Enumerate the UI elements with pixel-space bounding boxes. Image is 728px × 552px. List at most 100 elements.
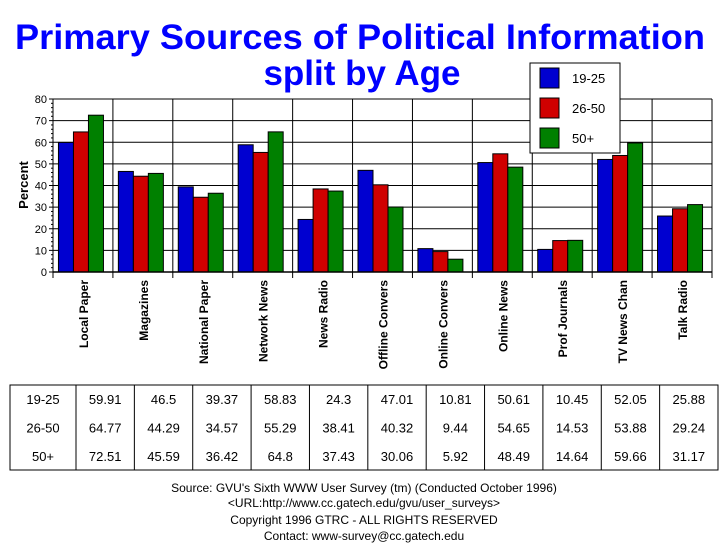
x-tick-label: Magazines bbox=[137, 280, 151, 341]
x-tick-label: TV News Chan bbox=[616, 280, 630, 363]
x-tick-label: Talk Radio bbox=[676, 280, 690, 340]
table-cell: 14.64 bbox=[556, 449, 589, 464]
table-cell: 9.44 bbox=[443, 421, 468, 436]
axes: 0 10 20 30 40 50 60 70 80 bbox=[35, 94, 712, 279]
y-tick-label: 30 bbox=[35, 202, 47, 214]
y-tick-label: 20 bbox=[35, 224, 47, 236]
table-cell: 38.41 bbox=[322, 421, 355, 436]
table-cell: 64.8 bbox=[268, 449, 293, 464]
table-row-header: 26-50 bbox=[26, 421, 59, 436]
table-cell: 44.29 bbox=[147, 421, 180, 436]
x-tick-label: News Radio bbox=[317, 280, 331, 348]
bar-26-50-tv-news-chan bbox=[612, 154, 629, 273]
table-cell: 29.24 bbox=[673, 421, 706, 436]
bar-26-50-talk-radio bbox=[672, 208, 689, 273]
table-cell: 40.32 bbox=[381, 421, 414, 436]
bar-19-25-network-news bbox=[237, 144, 254, 273]
bar-50+-magazines bbox=[147, 172, 164, 273]
y-tick-label: 0 bbox=[41, 267, 47, 279]
y-axis-label: Percent bbox=[16, 160, 31, 208]
footer-contact[interactable]: Contact: www-survey@cc.gatech.edu bbox=[264, 529, 464, 543]
bar-19-25-online-news bbox=[477, 162, 494, 273]
table-cell: 31.17 bbox=[673, 449, 706, 464]
table-cell: 14.53 bbox=[556, 421, 589, 436]
table-cell: 59.66 bbox=[614, 449, 647, 464]
y-tick-label: 80 bbox=[35, 94, 47, 106]
y-tick-label: 10 bbox=[35, 245, 47, 257]
bar-26-50-offline-convers bbox=[372, 184, 389, 273]
bar-19-25-national-paper bbox=[177, 186, 194, 273]
table-cell: 64.77 bbox=[89, 421, 122, 436]
bar-50+-prof-journals bbox=[567, 239, 584, 273]
bar-26-50-local-paper bbox=[72, 131, 89, 273]
bar-19-25-magazines bbox=[117, 170, 134, 273]
bar-19-25-offline-convers bbox=[357, 169, 374, 273]
x-tick-label: Network News bbox=[257, 280, 271, 362]
bar-50+-news-radio bbox=[327, 190, 344, 273]
x-tick-labels: Local Paper Magazines National Paper Networ… bbox=[77, 280, 690, 370]
chart-title: Primary Sources of Political Information bbox=[15, 18, 705, 57]
footer-copyright: Copyright 1996 GTRC - ALL RIGHTS RESERVE… bbox=[230, 513, 498, 527]
bar-50+-tv-news-chan bbox=[627, 142, 644, 273]
bar-26-50-news-radio bbox=[312, 188, 329, 273]
bar-26-50-online-convers bbox=[432, 251, 449, 273]
x-tick-label: National Paper bbox=[197, 280, 211, 364]
table-row: 19-25 59.91 46.5 39.37 58.83 24.3 47.01 10.81 50… bbox=[26, 392, 705, 407]
bar-50+-talk-radio bbox=[687, 204, 704, 273]
y-tick-label: 70 bbox=[35, 116, 47, 128]
bar-19-25-news-radio bbox=[297, 218, 314, 273]
table-cell: 54.65 bbox=[497, 421, 530, 436]
table-cell: 72.51 bbox=[89, 449, 122, 464]
bar-50+-local-paper bbox=[87, 114, 104, 273]
bar-26-50-network-news bbox=[252, 151, 269, 273]
x-tick-label: Online News bbox=[496, 280, 510, 352]
bar-50+-offline-convers bbox=[387, 206, 404, 273]
legend-label: 50+ bbox=[572, 131, 594, 146]
y-tick-label: 60 bbox=[35, 137, 47, 149]
table-row: 26-50 64.77 44.29 34.57 55.29 38.41 40.32 9.44 5… bbox=[26, 421, 705, 436]
table-cell: 53.88 bbox=[614, 421, 647, 436]
bar-50+-online-convers bbox=[447, 258, 464, 273]
table-cell: 25.88 bbox=[673, 392, 706, 407]
y-tick-label: 40 bbox=[35, 181, 47, 193]
table-row: 50+ 72.51 45.59 36.42 64.8 37.43 30.06 5.92 48.4… bbox=[32, 449, 705, 464]
footer-url[interactable]: <URL:http://www.cc.gatech.edu/gvu/user_s… bbox=[228, 496, 500, 510]
table-cell: 58.83 bbox=[264, 392, 297, 407]
bars bbox=[57, 114, 704, 273]
chart-subtitle: split by Age bbox=[263, 54, 460, 93]
table-cell: 30.06 bbox=[381, 449, 414, 464]
table-cell: 39.37 bbox=[206, 392, 239, 407]
table-cell: 36.42 bbox=[206, 449, 239, 464]
legend-swatch bbox=[539, 67, 560, 89]
table-row-header: 50+ bbox=[32, 449, 54, 464]
legend-swatch bbox=[539, 97, 560, 119]
table-cell: 59.91 bbox=[89, 392, 122, 407]
table-cell: 47.01 bbox=[381, 392, 414, 407]
table-cell: 45.59 bbox=[147, 449, 180, 464]
table-cell: 10.81 bbox=[439, 392, 472, 407]
table-cell: 50.61 bbox=[497, 392, 530, 407]
table-cell: 10.45 bbox=[556, 392, 589, 407]
x-tick-label: Prof Journals bbox=[556, 280, 570, 358]
bar-50+-network-news bbox=[267, 131, 284, 273]
bar-19-25-online-convers bbox=[417, 248, 434, 273]
footer-source: Source: GVU's Sixth WWW User Survey (tm)… bbox=[171, 481, 557, 495]
table-cell: 37.43 bbox=[322, 449, 355, 464]
legend-swatch bbox=[539, 127, 560, 149]
legend-label: 19-25 bbox=[572, 71, 605, 86]
y-tick-label: 50 bbox=[35, 159, 47, 171]
legend-label: 26-50 bbox=[572, 101, 605, 116]
x-tick-label: Offline Convers bbox=[377, 280, 391, 370]
bar-50+-national-paper bbox=[207, 192, 224, 273]
bar-19-25-talk-radio bbox=[657, 215, 674, 273]
bar-26-50-prof-journals bbox=[552, 240, 569, 273]
bar-26-50-magazines bbox=[132, 175, 149, 273]
table-cell: 46.5 bbox=[151, 392, 176, 407]
data-table: 19-25 59.91 46.5 39.37 58.83 24.3 47.01 10.81 50… bbox=[9, 384, 719, 471]
legend: 19-25 26-50 50+ bbox=[529, 62, 621, 154]
table-cell: 52.05 bbox=[614, 392, 647, 407]
bar-50+-online-news bbox=[507, 166, 524, 273]
table-cell: 34.57 bbox=[206, 421, 239, 436]
table-row-header: 19-25 bbox=[26, 392, 59, 407]
